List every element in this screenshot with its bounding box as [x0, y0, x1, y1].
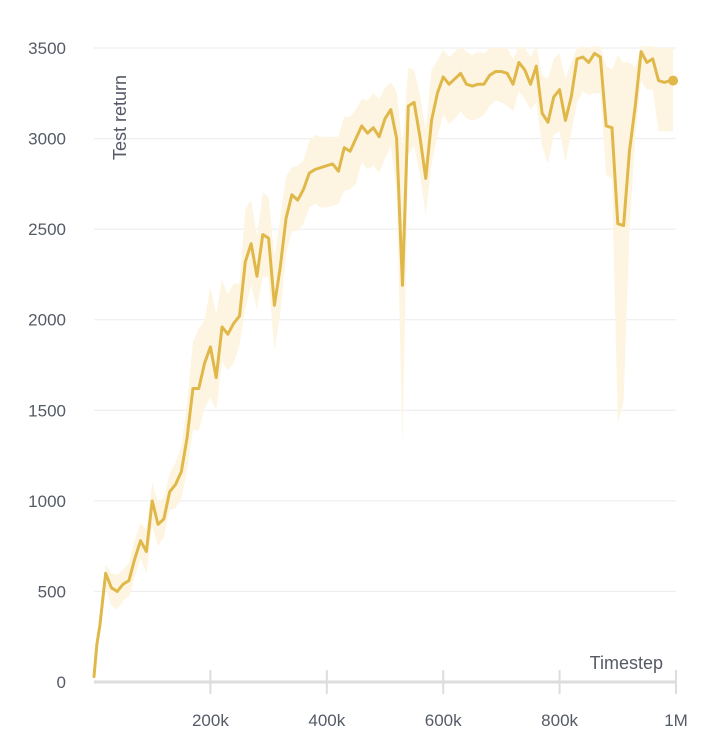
x-axis-label: Timestep — [590, 653, 663, 673]
x-tick-label: 200k — [192, 711, 229, 730]
x-tick-label: 1M — [664, 711, 688, 730]
x-tick-label: 800k — [541, 711, 578, 730]
confidence-band-layer — [94, 46, 674, 681]
y-tick-label: 1500 — [28, 401, 66, 420]
x-axis — [94, 670, 677, 694]
y-tick-label: 3500 — [28, 39, 66, 58]
y-tick-label: 1000 — [28, 492, 66, 511]
y-tick-label: 2500 — [28, 220, 66, 239]
series-end-point — [668, 75, 679, 86]
y-tick-label: 500 — [38, 582, 66, 601]
series-line-layer — [92, 50, 679, 679]
y-tick-label: 3000 — [28, 130, 66, 149]
y-tick-label: 2000 — [28, 311, 66, 330]
x-tick-label: 400k — [308, 711, 345, 730]
y-axis-tick-labels: 0 500 1000 1500 2000 2500 3000 3500 — [28, 39, 66, 692]
x-tick-label: 600k — [425, 711, 462, 730]
y-tick-label: 0 — [57, 673, 66, 692]
confidence-band — [94, 46, 674, 681]
y-axis-label: Test return — [110, 75, 130, 160]
x-axis-tick-labels: 200k 400k 600k 800k 1M — [192, 711, 688, 730]
series-line — [92, 50, 675, 679]
